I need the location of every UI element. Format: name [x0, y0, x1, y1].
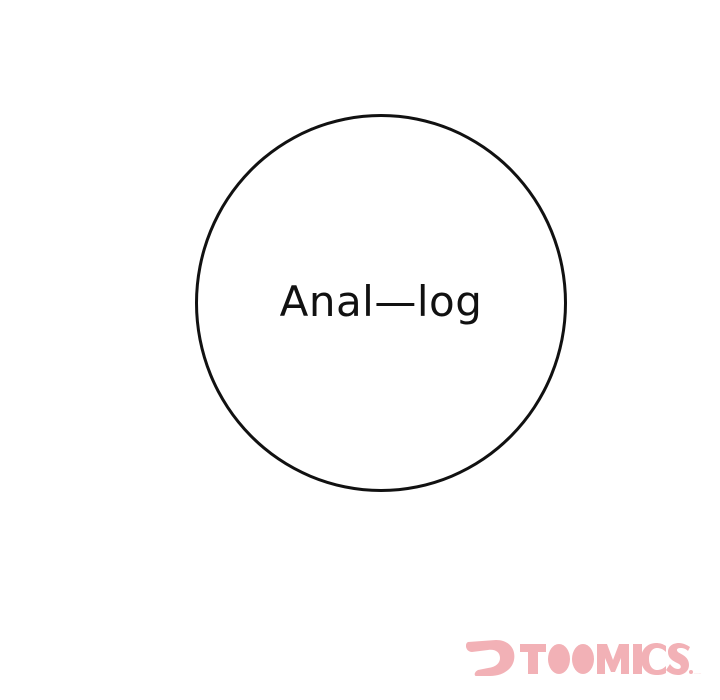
- toomics-wordmark: [520, 643, 690, 675]
- toomics-d-logo-icon: [466, 640, 515, 676]
- watermark-text: TOOMICS.com: [694, 673, 701, 675]
- toomics-domain: [689, 670, 693, 674]
- speech-bubble: Anal—log: [195, 114, 567, 492]
- toomics-watermark: TOOMICS.com: [466, 632, 702, 680]
- toomics-logo: TOOMICS.com: [466, 640, 701, 676]
- bubble-text: Anal—log: [279, 276, 483, 326]
